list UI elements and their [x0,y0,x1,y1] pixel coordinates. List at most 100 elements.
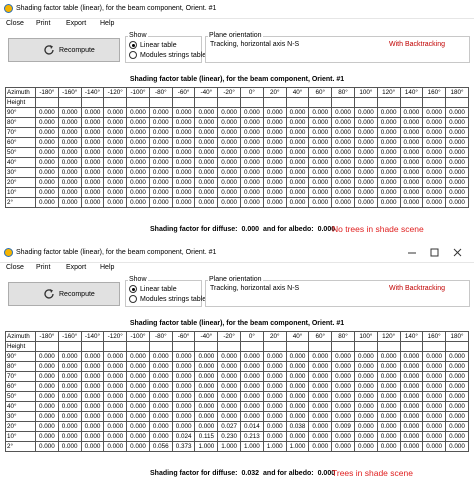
tracking-text: With Backtracking [389,41,446,48]
table-row: 20° 0.000 0.000 0.000 0.000 0.000 0.000 0.000 0.… [5,177,469,188]
table-cell: 0.000 [103,381,128,392]
table-cell: 0.000 [308,177,333,188]
radio-label: Linear table [140,285,177,293]
column-header: -160° [57,331,82,342]
recompute-button[interactable]: Recompute [8,282,120,306]
table-cell: 0.000 [445,421,469,432]
table-cell: 0.000 [217,371,242,382]
column-header: 160° [422,331,447,342]
table-cell: 0.000 [80,401,105,412]
table-cell: 0.000 [35,167,59,178]
table-cell: 0.000 [285,177,310,188]
table-cell: 0.000 [285,107,310,118]
table-cell: 0.000 [57,157,82,168]
table-cell: 0.000 [240,187,264,198]
corner-cell: Azimuth [5,331,36,342]
radio-option[interactable]: Modules strings table [129,51,206,59]
table-cell: 0.000 [262,177,287,188]
column-header: 120° [376,87,401,98]
menu-item[interactable]: Print [36,264,51,271]
table-cell: 0.000 [217,147,242,158]
menu-item[interactable]: Export [66,20,87,27]
show-group: Linear table Modules strings table [125,36,206,63]
plane-text: Tracking, horizontal axis N-S [210,285,300,292]
table-cell: 0.000 [331,431,355,442]
table-cell: 0.000 [80,117,105,128]
table-cell: 0.000 [331,127,355,138]
table-cell: 0.000 [217,411,242,422]
menu-item[interactable]: Export [66,264,87,271]
table-cell: 0.000 [80,421,105,432]
menu-item[interactable]: Close [6,20,24,27]
table-cell: 0.000 [331,197,355,208]
menu-item[interactable]: Print [36,20,51,27]
empty-cell [240,97,264,108]
column-header: -40° [194,331,219,342]
menu-item[interactable]: Help [100,20,115,27]
column-header: 180° [445,87,469,98]
table-cell: 0.000 [422,167,447,178]
column-header: -80° [148,87,173,98]
table-cell: 0.000 [422,187,447,198]
table-cell: 0.000 [285,381,310,392]
table-cell: 0.000 [262,411,287,422]
table-cell: 0.000 [262,157,287,168]
table-cell: 0.000 [422,381,447,392]
table-cell: 0.000 [331,441,355,452]
empty-cell [331,97,355,108]
footer: Shading factor for diffuse: 0.032 and for … [150,470,335,477]
refresh-icon [44,289,54,299]
table-cell: 0.000 [35,421,59,432]
window-controls[interactable] [400,246,470,260]
table-cell: 0.000 [422,421,447,432]
table-cell: 0.000 [217,127,242,138]
table-row: 60° 0.000 0.000 0.000 0.000 0.000 0.000 0.000 0.… [5,137,469,148]
column-header: 120° [376,331,401,342]
albedo-label: and for albedo: [263,470,314,477]
table-cell: 0.000 [240,411,264,422]
menu-item[interactable]: Help [100,264,115,271]
table-cell: 0.000 [57,421,82,432]
annotation: No trees in shade scene [332,224,424,234]
table-cell: 0.000 [148,157,173,168]
table-row: 80° 0.000 0.000 0.000 0.000 0.000 0.000 0.000 0.… [5,361,469,372]
table-cell: 0.000 [217,137,242,148]
table-cell: 0.000 [353,117,378,128]
table-cell: 0.000 [148,351,173,362]
column-header: 80° [331,331,355,342]
table-cell: 0.000 [422,431,447,442]
table-cell: 0.000 [399,381,424,392]
table-cell: 0.000 [80,157,105,168]
table-cell: 0.213 [240,431,264,442]
table-cell: 0.000 [376,177,401,188]
table-row: 2° 0.000 0.000 0.000 0.000 0.000 0.000 0.000 0.0… [5,197,469,208]
plane-group [205,280,470,307]
table-cell: 0.000 [57,127,82,138]
table-cell: 0.000 [399,197,424,208]
empty-cell [57,97,82,108]
table-cell: 0.000 [308,421,333,432]
row-header: 10° [5,187,36,198]
table-cell: 0.000 [353,381,378,392]
table-row: 50° 0.000 0.000 0.000 0.000 0.000 0.000 0.000 0.… [5,391,469,402]
table-cell: 0.000 [285,127,310,138]
radio-option[interactable]: Modules strings table [129,295,206,303]
table-cell: 0.000 [308,411,333,422]
table-cell: 0.000 [194,117,219,128]
table-cell: 0.000 [80,167,105,178]
table-cell: 0.000 [103,361,128,372]
table-cell: 0.000 [171,117,196,128]
table-cell: 0.000 [194,421,219,432]
table-cell: 0.000 [148,391,173,402]
table-cell: 0.000 [285,391,310,402]
menu-item[interactable]: Close [6,264,24,271]
radio-option[interactable]: Linear table [129,41,177,49]
row-header: 40° [5,401,36,412]
table-cell: 0.000 [103,147,128,158]
recompute-button[interactable]: Recompute [8,38,120,62]
table-cell: 0.000 [399,411,424,422]
table-cell: 0.000 [148,371,173,382]
empty-cell [331,341,355,352]
table-cell: 0.000 [171,107,196,118]
radio-option[interactable]: Linear table [129,285,177,293]
